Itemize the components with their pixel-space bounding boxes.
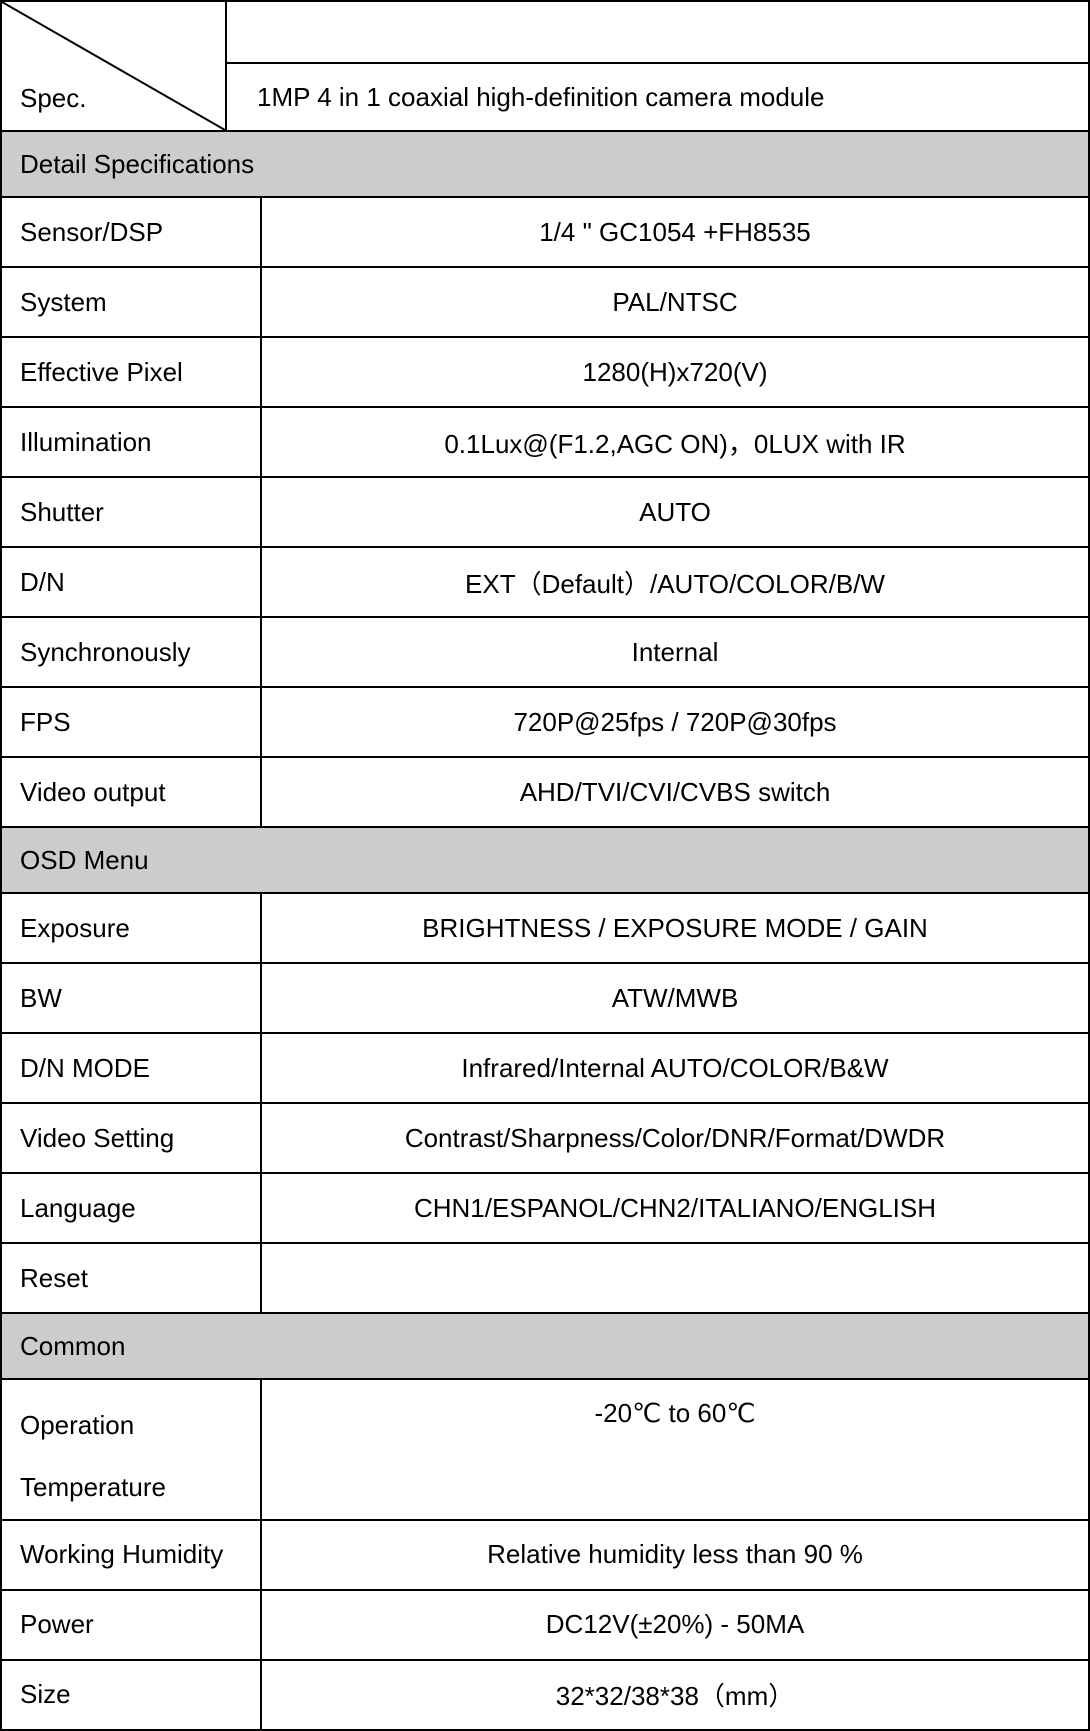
row-value: CHN1/ESPANOL/CHN2/ITALIANO/ENGLISH xyxy=(261,1173,1089,1243)
header-empty-cell xyxy=(226,1,1089,63)
row-value: 720P@25fps / 720P@30fps xyxy=(261,687,1089,757)
row-label: BW xyxy=(1,963,261,1033)
table-row: BW ATW/MWB xyxy=(1,963,1089,1033)
row-value: 1280(H)x720(V) xyxy=(261,337,1089,407)
section-header: Detail Specifications xyxy=(1,131,1089,197)
row-label: Effective Pixel xyxy=(1,337,261,407)
row-value: BRIGHTNESS / EXPOSURE MODE / GAIN xyxy=(261,893,1089,963)
row-value: AHD/TVI/CVI/CVBS switch xyxy=(261,757,1089,827)
row-value: Contrast/Sharpness/Color/DNR/Format/DWDR xyxy=(261,1103,1089,1173)
row-value xyxy=(261,1243,1089,1313)
section-header-row: Detail Specifications xyxy=(1,131,1089,197)
row-label: Video Setting xyxy=(1,1103,261,1173)
header-row-1: Spec. xyxy=(1,1,1089,63)
row-label: Illumination xyxy=(1,407,261,477)
table-row: Sensor/DSP 1/4 " GC1054 +FH8535 xyxy=(1,197,1089,267)
spec-label: Spec. xyxy=(20,83,87,114)
table-row: System PAL/NTSC xyxy=(1,267,1089,337)
row-value: 1/4 " GC1054 +FH8535 xyxy=(261,197,1089,267)
table-row: Language CHN1/ESPANOL/CHN2/ITALIANO/ENGL… xyxy=(1,1173,1089,1243)
row-label: Size xyxy=(1,1660,261,1730)
table-row: Shutter AUTO xyxy=(1,477,1089,547)
row-label: Reset xyxy=(1,1243,261,1313)
row-value: Internal xyxy=(261,617,1089,687)
row-label: D/N xyxy=(1,547,261,617)
row-value: ATW/MWB xyxy=(261,963,1089,1033)
row-value: Infrared/Internal AUTO/COLOR/B&W xyxy=(261,1033,1089,1103)
row-value: 32*32/38*38（mm） xyxy=(261,1660,1089,1730)
row-value: -20℃ to 60℃ xyxy=(261,1379,1089,1520)
table-row: Effective Pixel 1280(H)x720(V) xyxy=(1,337,1089,407)
row-value: PAL/NTSC xyxy=(261,267,1089,337)
table-row: FPS 720P@25fps / 720P@30fps xyxy=(1,687,1089,757)
row-value: Relative humidity less than 90 % xyxy=(261,1520,1089,1590)
row-value: 0.1Lux@(F1.2,AGC ON)，0LUX with IR xyxy=(261,407,1089,477)
row-label: D/N MODE xyxy=(1,1033,261,1103)
table-row: Illumination 0.1Lux@(F1.2,AGC ON)，0LUX w… xyxy=(1,407,1089,477)
table-row: Synchronously Internal xyxy=(1,617,1089,687)
table-row: Exposure BRIGHTNESS / EXPOSURE MODE / GA… xyxy=(1,893,1089,963)
table-row: Working Humidity Relative humidity less … xyxy=(1,1520,1089,1590)
spec-table: Spec. 1MP 4 in 1 coaxial high-definition… xyxy=(0,0,1090,1731)
row-label: Video output xyxy=(1,757,261,827)
table-row: Video output AHD/TVI/CVI/CVBS switch xyxy=(1,757,1089,827)
row-value: DC12V(±20%) - 50MA xyxy=(261,1590,1089,1660)
row-label: System xyxy=(1,267,261,337)
table-row: Size 32*32/38*38（mm） xyxy=(1,1660,1089,1730)
section-header: OSD Menu xyxy=(1,827,1089,893)
header-spec-cell: Spec. xyxy=(1,1,226,131)
row-label: Operation Temperature xyxy=(1,1379,261,1520)
table-row: D/N MODE Infrared/Internal AUTO/COLOR/B&… xyxy=(1,1033,1089,1103)
table-row: Power DC12V(±20%) - 50MA xyxy=(1,1590,1089,1660)
row-label: Sensor/DSP xyxy=(1,197,261,267)
table-row: D/N EXT（Default）/AUTO/COLOR/B/W xyxy=(1,547,1089,617)
section-header-row: OSD Menu xyxy=(1,827,1089,893)
row-label: Power xyxy=(1,1590,261,1660)
row-label: FPS xyxy=(1,687,261,757)
table-row: Operation Temperature -20℃ to 60℃ xyxy=(1,1379,1089,1520)
row-value: EXT（Default）/AUTO/COLOR/B/W xyxy=(261,547,1089,617)
row-label: Shutter xyxy=(1,477,261,547)
row-label: Exposure xyxy=(1,893,261,963)
row-value: AUTO xyxy=(261,477,1089,547)
row-label: Working Humidity xyxy=(1,1520,261,1590)
header-title-cell: 1MP 4 in 1 coaxial high-definition camer… xyxy=(226,63,1089,131)
table-row: Reset xyxy=(1,1243,1089,1313)
row-label: Synchronously xyxy=(1,617,261,687)
section-header: Common xyxy=(1,1313,1089,1379)
section-header-row: Common xyxy=(1,1313,1089,1379)
table-row: Video Setting Contrast/Sharpness/Color/D… xyxy=(1,1103,1089,1173)
row-label: Language xyxy=(1,1173,261,1243)
